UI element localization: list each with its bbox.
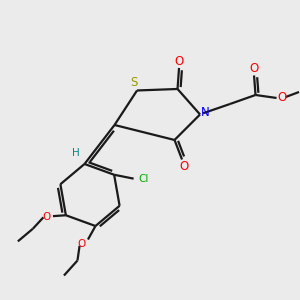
Text: O: O	[42, 212, 50, 222]
Text: S: S	[130, 76, 138, 88]
Text: O: O	[179, 160, 188, 172]
Text: N: N	[201, 106, 210, 118]
Text: H: H	[72, 148, 80, 158]
Text: O: O	[174, 55, 184, 68]
Text: O: O	[277, 91, 286, 104]
Text: O: O	[77, 239, 86, 249]
Text: O: O	[249, 62, 259, 75]
Text: Cl: Cl	[138, 174, 149, 184]
